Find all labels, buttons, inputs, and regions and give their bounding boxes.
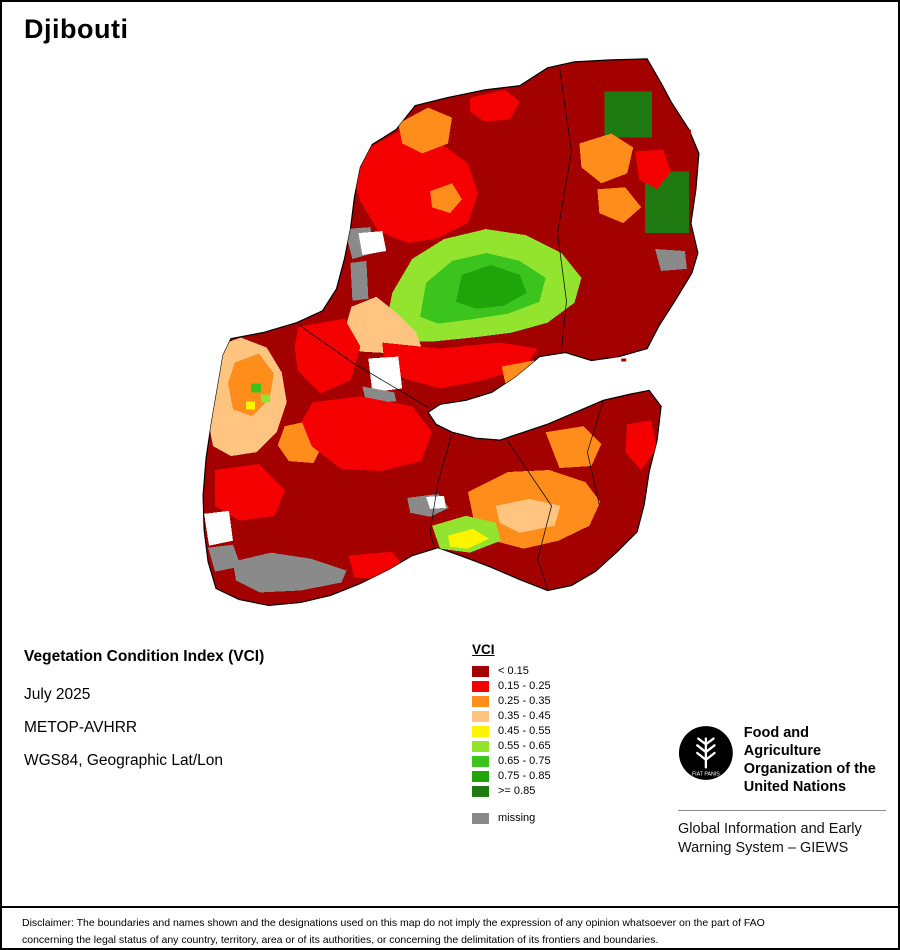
- legend-missing-swatch: [472, 813, 489, 824]
- island: [621, 358, 627, 362]
- legend-swatch: [472, 666, 489, 677]
- legend-label: 0.35 - 0.45: [498, 710, 551, 722]
- vci-patch: [597, 187, 642, 224]
- vci-patch: [245, 401, 255, 410]
- legend-swatch: [472, 756, 489, 767]
- wheat-icon: [696, 737, 716, 769]
- vci-patch: [430, 183, 462, 214]
- fao-giews-separator: [678, 809, 886, 811]
- legend-item: 0.45 - 0.55: [472, 726, 551, 737]
- vci-patch: [294, 318, 361, 394]
- legend-title: VCI: [472, 642, 495, 657]
- admin-boundary: [298, 324, 429, 408]
- vci-patch: [635, 149, 672, 190]
- legend-item: < 0.15: [472, 666, 551, 677]
- legend-label: 0.45 - 0.55: [498, 725, 551, 737]
- legend-item: 0.35 - 0.45: [472, 711, 551, 722]
- admin-boundary: [586, 400, 604, 505]
- vci-patch: [368, 356, 403, 393]
- admin-boundary: [557, 67, 572, 351]
- vci-patch: [215, 464, 285, 521]
- legend: VCI < 0.15 0.15 - 0.25 0.25 - 0.35 0.35 …: [472, 642, 551, 828]
- island: [682, 129, 691, 135]
- page-title: Djibouti: [24, 14, 129, 44]
- legend-item: >= 0.85: [472, 786, 551, 797]
- vci-patch: [382, 342, 538, 389]
- product-title: Vegetation Condition Index (VCI): [24, 648, 265, 665]
- legend-swatch: [472, 711, 489, 722]
- vci-patch: [655, 249, 687, 271]
- vci-patch: [204, 510, 233, 546]
- vci-patch: [350, 260, 369, 301]
- legend-label: 0.65 - 0.75: [498, 755, 551, 767]
- fao-logo: FIAT PANIS: [678, 726, 733, 780]
- fao-block: FIAT PANIS Food and Agriculture Organiza…: [678, 724, 886, 859]
- vci-patches: [204, 89, 689, 593]
- legend-item-missing: missing: [472, 813, 551, 824]
- legend-label: 0.15 - 0.25: [498, 680, 551, 692]
- legend-item: 0.75 - 0.85: [472, 771, 551, 782]
- legend-label: missing: [498, 812, 536, 824]
- disclaimer-line-1: Disclaimer: The boundaries and names sho…: [22, 917, 765, 930]
- product-info: Vegetation Condition Index (VCI) July 20…: [24, 648, 264, 785]
- vci-patch: [250, 383, 261, 393]
- legend-swatch: [472, 741, 489, 752]
- legend-label: >= 0.85: [498, 785, 536, 797]
- legend-swatch: [472, 681, 489, 692]
- vci-patch: [455, 264, 527, 309]
- vci-patch: [545, 426, 602, 469]
- legend-swatch: [472, 726, 489, 737]
- product-projection: WGS84, Geographic Lat/Lon: [24, 752, 224, 769]
- vci-patch: [398, 107, 452, 154]
- vci-patch: [579, 133, 634, 184]
- giews-label: Global Information and Early Warning Sys…: [678, 820, 862, 857]
- admin-boundaries: [298, 67, 604, 589]
- vci-patch: [625, 420, 658, 471]
- vci-patch: [352, 131, 478, 244]
- vci-patch: [495, 498, 561, 533]
- vci-patch: [426, 495, 447, 509]
- legend-item: 0.15 - 0.25: [472, 681, 551, 692]
- vci-patch: [260, 394, 270, 403]
- legend-items: < 0.15 0.15 - 0.25 0.25 - 0.35 0.35 - 0.…: [472, 666, 551, 797]
- vci-patch: [358, 231, 387, 255]
- vci-patch: [604, 91, 653, 138]
- legend-label: 0.75 - 0.85: [498, 770, 551, 782]
- legend-label: < 0.15: [498, 665, 529, 677]
- fao-name: Food and Agriculture Organization of the…: [743, 725, 876, 796]
- legend-item: 0.65 - 0.75: [472, 756, 551, 767]
- legend-swatch: [472, 771, 489, 782]
- vci-patch: [208, 544, 241, 572]
- vci-patch: [341, 296, 422, 354]
- product-date: July 2025: [24, 686, 91, 703]
- island: [607, 352, 618, 358]
- legend-item: 0.55 - 0.65: [472, 741, 551, 752]
- product-sensor: METOP-AVHRR: [24, 719, 138, 736]
- disclaimer-line-2: concerning the legal status of any count…: [22, 933, 659, 946]
- disclaimer: Disclaimer: The boundaries and names sho…: [2, 906, 898, 948]
- legend-label: 0.25 - 0.35: [498, 695, 551, 707]
- admin-boundary: [507, 440, 552, 589]
- legend-label: 0.55 - 0.65: [498, 740, 551, 752]
- legend-item: 0.25 - 0.35: [472, 696, 551, 707]
- vci-patch: [232, 552, 347, 593]
- legend-swatch: [472, 696, 489, 707]
- fao-motto: FIAT PANIS: [692, 772, 720, 778]
- legend-swatch: [472, 786, 489, 797]
- vci-patch: [448, 528, 489, 549]
- vci-patch: [469, 89, 520, 122]
- vci-patch: [301, 396, 433, 472]
